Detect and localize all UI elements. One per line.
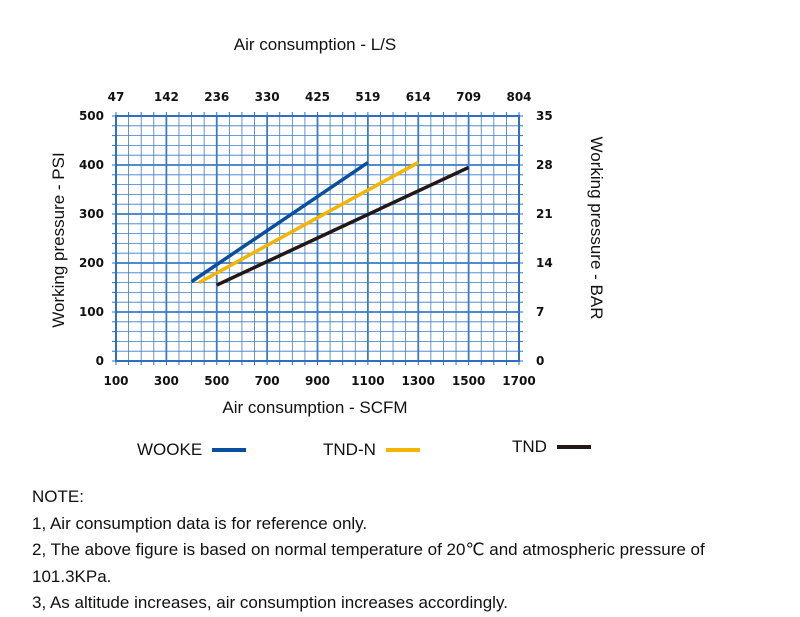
top-tick-label: 47 <box>108 90 125 104</box>
notes-heading: NOTE: <box>32 487 84 506</box>
legend-swatch-tnd-n <box>385 448 420 452</box>
legend-label-tnd-n: TND-N <box>323 440 376 459</box>
note-item-2: 2, The above figure is based on normal t… <box>32 540 705 586</box>
right-tick-label: 14 <box>536 256 553 270</box>
top-tick-label: 709 <box>456 90 481 104</box>
series-line-tnd <box>216 165 470 287</box>
right-tick-label: 28 <box>536 158 553 172</box>
y-tick-label: 100 <box>79 305 104 319</box>
y-tick-label: 200 <box>79 256 104 270</box>
legend-label-wooke: WOOKE <box>137 440 203 459</box>
right-tick-label: 7 <box>536 305 544 319</box>
x-tick-label: 500 <box>204 374 229 388</box>
x-tick-label: 1700 <box>502 374 535 388</box>
top-tick-label: 425 <box>305 90 330 104</box>
top-axis-title: Air consumption - L/S <box>234 35 397 54</box>
legend-swatch-tnd <box>556 445 591 449</box>
y-tick-label: 500 <box>79 109 104 123</box>
top-tick-label: 236 <box>204 90 229 104</box>
y-tick-label: 300 <box>79 207 104 221</box>
x-tick-label: 900 <box>305 374 330 388</box>
x-tick-label: 300 <box>154 374 179 388</box>
legend-wooke: WOOKE <box>137 438 247 462</box>
y-axis-title: Working pressure - PSI <box>49 152 68 327</box>
right-tick-label: 0 <box>536 354 544 368</box>
right-tick-label: 35 <box>536 109 553 123</box>
y-tick-label: 400 <box>79 158 104 172</box>
note-item-1: 1, Air consumption data is for reference… <box>32 513 368 533</box>
top-tick-label: 142 <box>154 90 179 104</box>
axes <box>112 112 523 365</box>
x-tick-label: 1100 <box>351 374 384 388</box>
legend-tnd: TND <box>512 435 591 459</box>
legend-tnd-n: TND-N <box>323 438 420 462</box>
x-tick-label: 1500 <box>452 374 485 388</box>
top-tick-label: 804 <box>506 90 531 104</box>
top-tick-label: 614 <box>406 90 431 104</box>
right-tick-label: 21 <box>536 207 553 221</box>
series-line-tnd-n <box>198 161 420 285</box>
legend-label-tnd: TND <box>512 437 547 456</box>
series-line-wooke <box>190 161 369 284</box>
x-tick-label: 100 <box>103 374 128 388</box>
note-item-3: 3, As altitude increases, air consumptio… <box>32 593 508 612</box>
x-tick-label: 1300 <box>402 374 435 388</box>
grid <box>115 115 520 362</box>
x-tick-label: 700 <box>255 374 280 388</box>
top-tick-label: 330 <box>255 90 280 104</box>
legend-swatch-wooke <box>212 448 247 452</box>
y-tick-label: 0 <box>96 354 104 368</box>
top-tick-label: 519 <box>355 90 380 104</box>
right-axis-title: Working pressure - BAR <box>587 137 606 320</box>
notes: NOTE: 1, Air consumption data is for ref… <box>32 484 782 617</box>
series-lines <box>190 161 470 287</box>
x-axis-title: Air consumption - SCFM <box>222 398 407 417</box>
